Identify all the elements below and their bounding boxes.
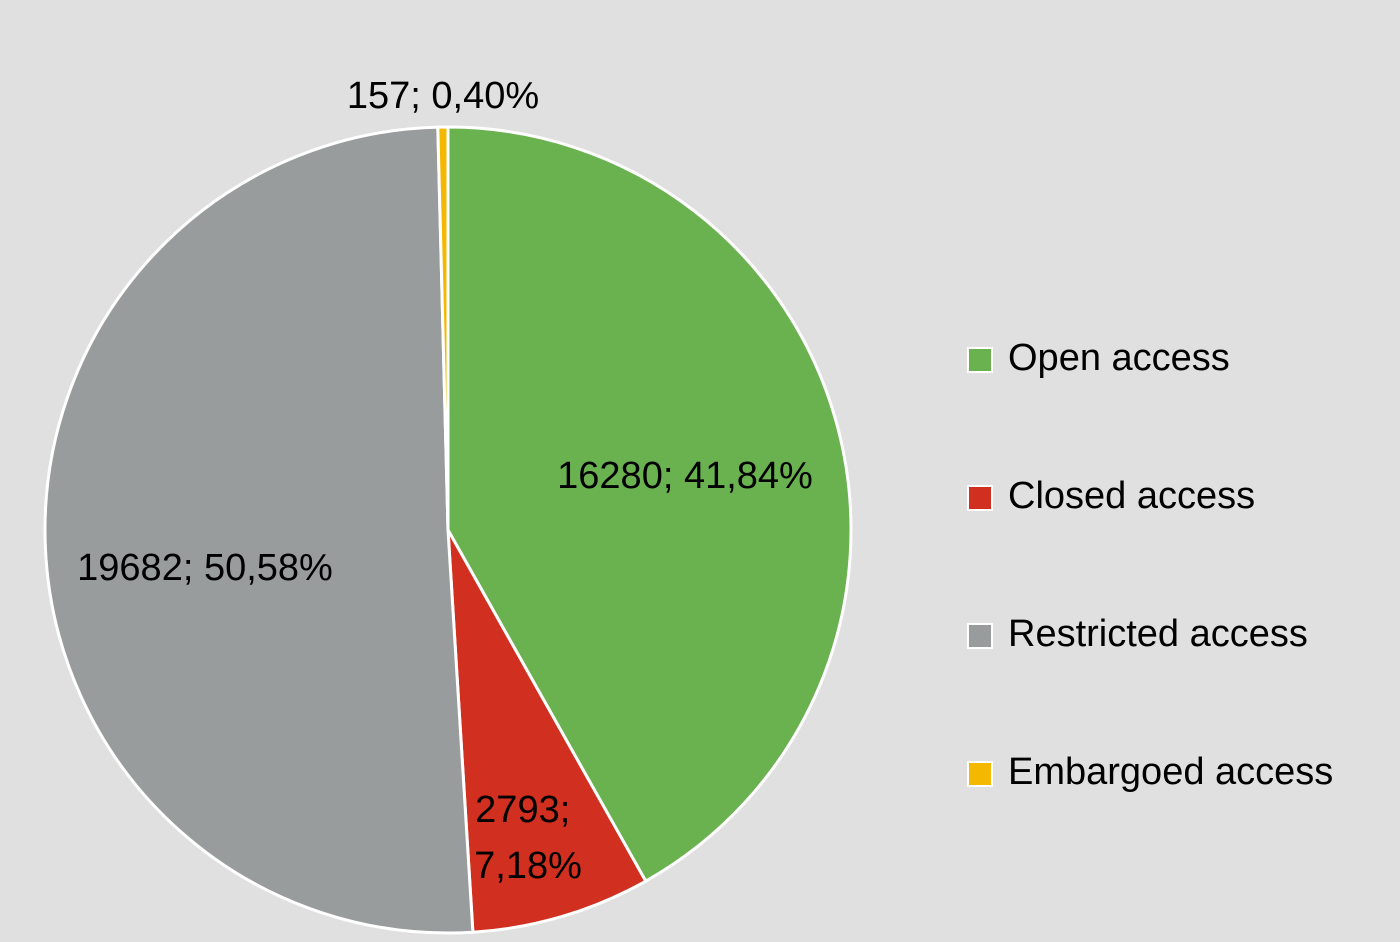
data-label: 157; 0,40% bbox=[347, 75, 539, 117]
legend-swatch bbox=[967, 623, 993, 649]
pie-slice bbox=[446, 125, 853, 884]
legend: Open access Closed access Restricted acces… bbox=[967, 337, 1333, 793]
data-label: 2793; 7,18% bbox=[474, 789, 582, 887]
data-labels: 16280; 41,84% 2793; 7,18% 19682; 50,58% 157… bbox=[77, 75, 813, 887]
data-label: 16280; 41,84% bbox=[557, 455, 813, 497]
pie-slice bbox=[436, 125, 450, 531]
pie bbox=[43, 125, 853, 935]
legend-swatch bbox=[967, 485, 993, 511]
legend-label: Restricted access bbox=[1008, 613, 1308, 655]
pie-slice bbox=[43, 125, 475, 935]
data-label: 19682; 50,58% bbox=[77, 547, 333, 589]
legend-label: Open access bbox=[1008, 337, 1230, 379]
legend-label: Embargoed access bbox=[1008, 751, 1333, 793]
legend-label: Closed access bbox=[1008, 475, 1255, 517]
legend-swatch bbox=[967, 761, 993, 787]
legend-swatch bbox=[967, 347, 993, 373]
pie-slice bbox=[446, 529, 648, 934]
